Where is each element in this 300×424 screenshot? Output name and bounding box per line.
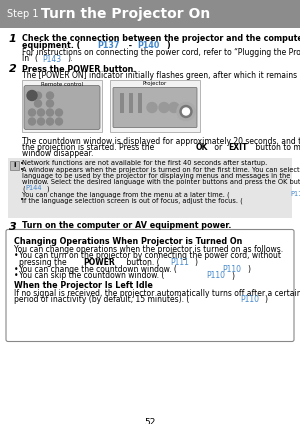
Text: P137: P137 bbox=[97, 41, 119, 50]
Text: For instructions on connecting the power cord, refer to “Plugging the Projector: For instructions on connecting the power… bbox=[22, 48, 300, 57]
Text: 2: 2 bbox=[9, 64, 17, 75]
Text: or: or bbox=[212, 143, 224, 152]
Text: If no signal is received, the projector automatically turns off after a certain: If no signal is received, the projector … bbox=[14, 288, 300, 298]
FancyBboxPatch shape bbox=[113, 87, 197, 128]
Text: button to make the countdown: button to make the countdown bbox=[253, 143, 300, 152]
FancyBboxPatch shape bbox=[10, 161, 19, 170]
FancyBboxPatch shape bbox=[24, 86, 100, 129]
Circle shape bbox=[34, 92, 41, 99]
Text: 3: 3 bbox=[9, 221, 17, 232]
Text: •: • bbox=[20, 197, 24, 203]
Text: In” (: In” ( bbox=[22, 55, 38, 64]
Text: window. Select the desired language with the pointer buttons and press the OK bu: window. Select the desired language with… bbox=[22, 179, 300, 185]
FancyBboxPatch shape bbox=[110, 80, 200, 131]
Text: A window appears when the projector is turned on for the first time. You can sel: A window appears when the projector is t… bbox=[22, 167, 300, 173]
Text: •: • bbox=[20, 167, 24, 173]
Circle shape bbox=[28, 118, 35, 125]
Text: period of inactivity (by default, 15 minutes). (: period of inactivity (by default, 15 min… bbox=[14, 295, 189, 304]
Circle shape bbox=[34, 100, 41, 107]
Text: 1: 1 bbox=[9, 34, 17, 44]
Text: ): ) bbox=[166, 41, 170, 50]
Text: P110: P110 bbox=[240, 295, 259, 304]
Text: 52: 52 bbox=[144, 418, 156, 424]
Text: You can skip the countdown window. (: You can skip the countdown window. ( bbox=[19, 271, 164, 281]
Text: equipment. (: equipment. ( bbox=[22, 41, 80, 50]
Text: •: • bbox=[14, 271, 19, 281]
Circle shape bbox=[147, 103, 157, 112]
Text: P110: P110 bbox=[223, 265, 242, 274]
Circle shape bbox=[28, 109, 35, 116]
Circle shape bbox=[56, 118, 62, 125]
Text: Turn on the computer or AV equipment power.: Turn on the computer or AV equipment pow… bbox=[22, 221, 231, 231]
Text: ): ) bbox=[231, 271, 234, 281]
Text: ).: ). bbox=[67, 55, 73, 64]
FancyBboxPatch shape bbox=[129, 92, 133, 112]
Text: ): ) bbox=[265, 295, 268, 304]
Text: ): ) bbox=[47, 185, 50, 192]
Text: You can turn on the projector by connecting the power cord, without: You can turn on the projector by connect… bbox=[19, 251, 281, 260]
Text: ): ) bbox=[247, 265, 250, 274]
Text: Network functions are not available for the first 40 seconds after startup.: Network functions are not available for … bbox=[22, 161, 267, 167]
Text: the projection is started. Press the: the projection is started. Press the bbox=[22, 143, 157, 152]
FancyBboxPatch shape bbox=[120, 92, 124, 112]
Text: OK: OK bbox=[196, 143, 208, 152]
Circle shape bbox=[159, 103, 169, 112]
Text: language to be used by the projector for displaying menus and messages in the: language to be used by the projector for… bbox=[22, 173, 290, 179]
Text: ): ) bbox=[195, 258, 198, 267]
Circle shape bbox=[177, 103, 195, 120]
Circle shape bbox=[182, 108, 190, 115]
Text: P115: P115 bbox=[290, 191, 300, 197]
Text: -: - bbox=[126, 41, 135, 50]
Circle shape bbox=[46, 100, 53, 107]
Text: window disappear.: window disappear. bbox=[22, 150, 93, 159]
Circle shape bbox=[169, 103, 179, 112]
Circle shape bbox=[180, 106, 192, 117]
Text: You can change the countdown window. (: You can change the countdown window. ( bbox=[19, 265, 177, 274]
Text: You can change operations when the projector is turned on as follows.: You can change operations when the proje… bbox=[14, 245, 283, 254]
Text: Press the POWER button.: Press the POWER button. bbox=[22, 64, 136, 73]
Text: button. (: button. ( bbox=[124, 258, 160, 267]
Circle shape bbox=[38, 118, 44, 125]
Text: Changing Operations When Projector is Turned On: Changing Operations When Projector is Tu… bbox=[14, 237, 242, 245]
Text: P144: P144 bbox=[26, 185, 42, 191]
Text: You can change the language from the menu at a later time. (: You can change the language from the men… bbox=[22, 191, 230, 198]
FancyBboxPatch shape bbox=[0, 0, 300, 28]
Circle shape bbox=[46, 109, 53, 116]
Circle shape bbox=[27, 90, 37, 100]
Text: •: • bbox=[14, 251, 19, 260]
Text: POWER: POWER bbox=[83, 258, 115, 267]
Text: Remote control: Remote control bbox=[41, 81, 83, 86]
Circle shape bbox=[56, 109, 62, 116]
FancyBboxPatch shape bbox=[6, 229, 294, 341]
FancyBboxPatch shape bbox=[138, 92, 142, 112]
FancyBboxPatch shape bbox=[8, 157, 292, 218]
Text: •: • bbox=[20, 161, 24, 167]
Text: Check the connection between the projector and the computer or AV: Check the connection between the project… bbox=[22, 34, 300, 43]
Circle shape bbox=[38, 109, 44, 116]
Text: When the Projector Is Left Idle: When the Projector Is Left Idle bbox=[14, 281, 153, 290]
Text: (: ( bbox=[22, 185, 25, 192]
Text: Step 1: Step 1 bbox=[7, 9, 38, 19]
Text: •: • bbox=[14, 265, 19, 274]
Text: P110: P110 bbox=[207, 271, 226, 281]
Text: EXIT: EXIT bbox=[228, 143, 247, 152]
Text: P111: P111 bbox=[170, 258, 189, 267]
Text: i: i bbox=[13, 162, 16, 168]
Text: pressing the: pressing the bbox=[19, 258, 69, 267]
Circle shape bbox=[46, 92, 53, 99]
Text: The [POWER ON] indicator initially flashes green, after which it remains lit.: The [POWER ON] indicator initially flash… bbox=[22, 72, 300, 81]
Text: If the language selection screen is out of focus, adjust the focus. (: If the language selection screen is out … bbox=[22, 197, 243, 204]
Text: Projector: Projector bbox=[143, 81, 167, 86]
Circle shape bbox=[46, 118, 53, 125]
FancyBboxPatch shape bbox=[22, 80, 102, 131]
Text: Turn the Projector On: Turn the Projector On bbox=[36, 7, 210, 21]
Text: The countdown window is displayed for approximately 20 seconds, and then: The countdown window is displayed for ap… bbox=[22, 137, 300, 145]
Text: P143: P143 bbox=[43, 55, 62, 64]
Text: P140: P140 bbox=[137, 41, 160, 50]
